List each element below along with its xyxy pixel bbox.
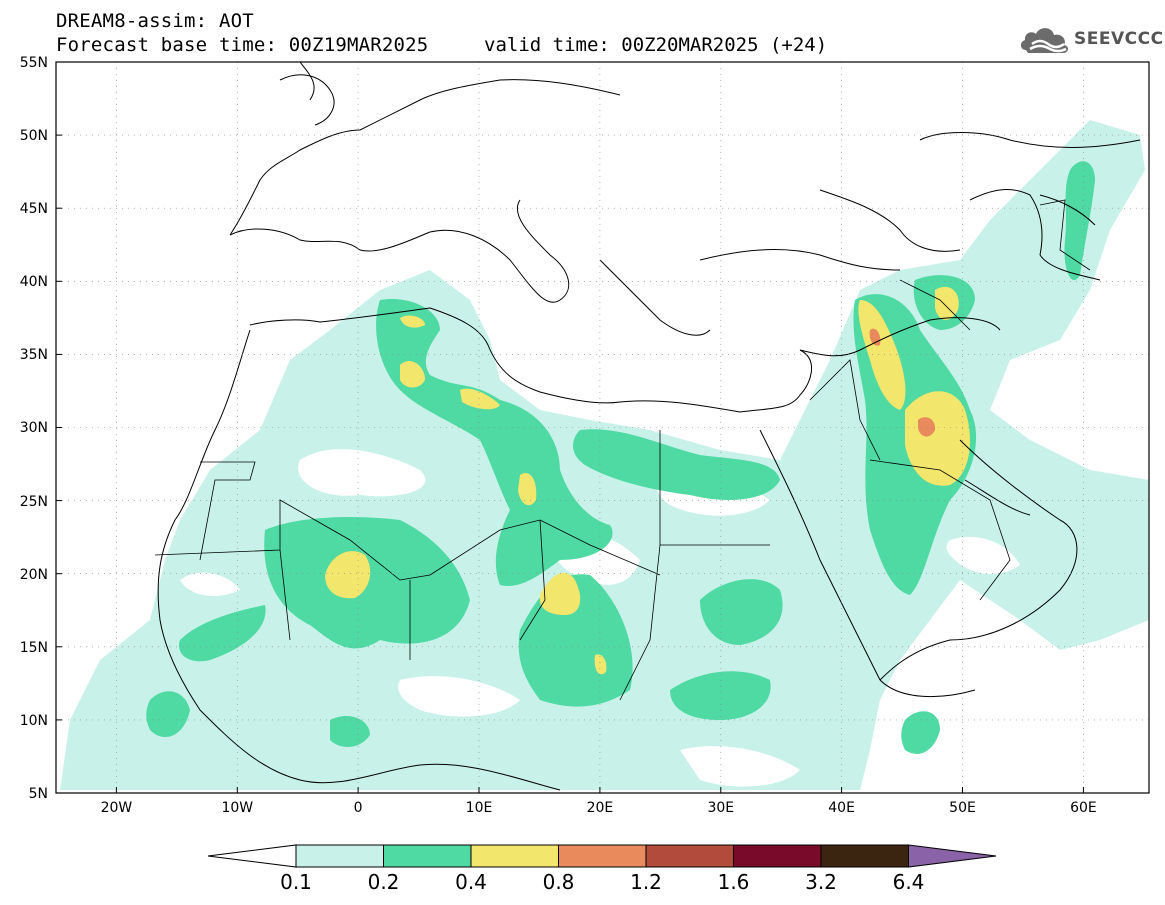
- lon-label: 10E: [466, 800, 493, 816]
- colorbar-label: 6.4: [892, 870, 925, 894]
- lat-labels: 55N 50N 45N 40N 35N 30N 25N 20N 15N 10N …: [20, 55, 48, 802]
- cloud-icon: [1020, 28, 1069, 53]
- colorbar-segment: [383, 844, 472, 868]
- gridlines: [56, 62, 1149, 793]
- lon-label: 50E: [949, 800, 976, 816]
- lat-label: 25N: [20, 494, 48, 510]
- lon-label: 0: [354, 800, 363, 816]
- valid-time: valid time: 00Z20MAR2025 (+24): [484, 34, 828, 56]
- lon-label: 30E: [707, 800, 734, 816]
- colorbar-label: 0.8: [542, 870, 575, 894]
- aot-level-0-4: [325, 286, 970, 675]
- colorbar-label: 1.6: [717, 870, 750, 894]
- lat-label: 20N: [20, 567, 48, 583]
- colorbar-label: 0.4: [455, 870, 487, 894]
- axis-ticks: [56, 61, 1084, 793]
- colorbar-segment: [470, 844, 559, 868]
- lat-label: 30N: [20, 420, 48, 436]
- logo-text: SEEVCCC: [1074, 29, 1164, 49]
- lat-label: 55N: [20, 55, 48, 71]
- lat-label: 35N: [20, 347, 48, 363]
- map-title: DREAM8-assim: AOT: [56, 10, 254, 32]
- forecast-base-time: Forecast base time: 00Z19MAR2025: [56, 34, 429, 56]
- lat-label: 40N: [20, 274, 48, 290]
- colorbar-over-arrow: [908, 844, 997, 868]
- colorbar-under-arrow: [207, 844, 297, 868]
- colorbar-segment: [820, 844, 909, 868]
- lat-label: 15N: [20, 640, 48, 656]
- lon-label: 10W: [221, 800, 253, 816]
- colorbar-label: 1.2: [630, 870, 662, 894]
- lat-label: 5N: [29, 786, 48, 802]
- colorbar-segment: [558, 844, 647, 868]
- aot-shading: [60, 120, 1149, 790]
- colorbar-label: 3.2: [805, 870, 837, 894]
- borders: [154, 199, 1091, 701]
- colorbar-segment: [295, 844, 384, 868]
- lon-label: 20E: [587, 800, 614, 816]
- aot-level-0-8: [869, 328, 936, 437]
- coastlines: [157, 62, 1141, 791]
- lon-label: 20W: [101, 800, 133, 816]
- lon-label: 40E: [828, 800, 855, 816]
- lat-label: 10N: [20, 713, 48, 729]
- seevccc-logo: SEEVCCC: [1018, 22, 1163, 56]
- colorbar: [207, 844, 997, 868]
- colorbar-segment: [733, 844, 822, 868]
- lat-label: 50N: [20, 128, 48, 144]
- lon-labels: 20W 10W 0 10E 20E 30E 40E 50E 60E: [101, 800, 1097, 816]
- colorbar-segment: [645, 844, 734, 868]
- lat-label: 45N: [20, 201, 48, 217]
- colorbar-label: 0.1: [280, 870, 312, 894]
- colorbar-label: 0.2: [367, 870, 400, 894]
- lon-label: 60E: [1070, 800, 1097, 816]
